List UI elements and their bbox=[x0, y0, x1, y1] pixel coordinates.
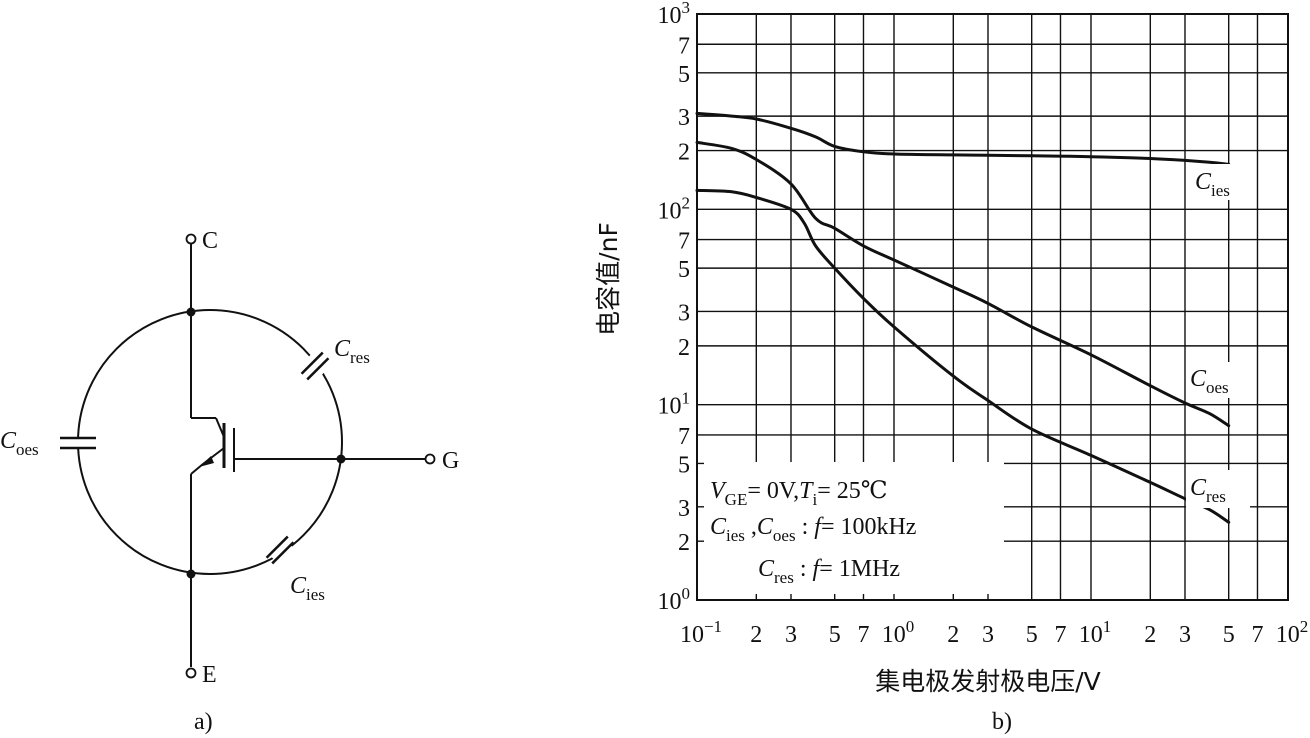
curve-label-oes: Coes bbox=[1190, 366, 1229, 397]
curve-label-oes-bg bbox=[1186, 362, 1250, 398]
y-tick-label-0: 100 bbox=[658, 584, 691, 615]
series-line-c-res bbox=[695, 188, 1231, 524]
x-tick-label-1: 2 bbox=[750, 622, 762, 648]
plot-frame bbox=[696, 13, 1289, 601]
terminal-gate-icon bbox=[424, 453, 436, 465]
panel-a-caption: a) bbox=[194, 709, 213, 735]
x-tick-label-2: 3 bbox=[785, 622, 797, 648]
series-line-c-oes bbox=[695, 140, 1231, 428]
y-tick-label-6: 2 bbox=[678, 335, 690, 361]
y-tick-label-10: 102 bbox=[658, 193, 691, 224]
y-tick-label-7: 3 bbox=[678, 300, 690, 326]
y-tick-label-8: 5 bbox=[678, 257, 690, 283]
series-lines bbox=[695, 111, 1231, 524]
series-line-c-ies bbox=[695, 111, 1231, 166]
x-tick-label-3: 5 bbox=[829, 622, 841, 648]
capacitor-ies-label: Cies bbox=[290, 573, 325, 604]
tick-labels: 10−1 2 3 5 7 100 2 3 5 7 101 2 3 5 7 102100235710123571… bbox=[658, 0, 1309, 648]
terminal-collector-icon bbox=[185, 233, 197, 245]
capacitor-ies-gap bbox=[261, 531, 299, 569]
x-tick-label-0: 10−1 bbox=[680, 617, 722, 648]
capacitor-res-plate-2 bbox=[306, 357, 330, 381]
terminal-emitter-icon bbox=[185, 667, 197, 679]
x-tick-label-7: 3 bbox=[982, 622, 994, 648]
capacitor-res-gap bbox=[296, 347, 334, 385]
condition-line-1: VGE= 0V,Ti= 25℃ bbox=[710, 478, 888, 509]
x-tick-label-11: 2 bbox=[1144, 622, 1156, 648]
condition-line-3: Cres : f= 1MHz bbox=[758, 556, 900, 587]
y-tick-label-1: 2 bbox=[678, 530, 690, 556]
connection-circle bbox=[77, 309, 343, 575]
y-tick-label-3: 5 bbox=[678, 452, 690, 478]
x-tick-label-14: 7 bbox=[1251, 622, 1263, 648]
junction-dot-emitter bbox=[186, 569, 196, 579]
curve-label-ies-bg bbox=[1190, 164, 1252, 200]
x-tick-label-12: 3 bbox=[1179, 622, 1191, 648]
x-tick-label-15: 102 bbox=[1276, 617, 1309, 648]
capacitor-oes-label: Coes bbox=[0, 428, 39, 459]
y-tick-label-13: 5 bbox=[678, 62, 690, 88]
terminal-label-g: G bbox=[442, 448, 459, 474]
curve-label-res-bg bbox=[1186, 470, 1250, 508]
capacitor-ies-plate-1 bbox=[265, 535, 289, 559]
y-tick-label-4: 7 bbox=[678, 424, 690, 450]
y-axis-label: 电容值/nF bbox=[594, 222, 623, 336]
curve-label-res: Cres bbox=[1190, 475, 1226, 506]
capacitor-res-plate-1 bbox=[300, 351, 324, 375]
x-tick-label-5: 100 bbox=[882, 617, 915, 648]
junction-dot-collector bbox=[186, 307, 196, 317]
x-tick-label-9: 7 bbox=[1054, 622, 1066, 648]
y-tick-label-5: 101 bbox=[658, 389, 691, 420]
x-tick-label-10: 101 bbox=[1079, 617, 1112, 648]
capacitor-res-label: Cres bbox=[334, 336, 370, 367]
x-tick-label-6: 2 bbox=[947, 622, 959, 648]
x-tick-label-4: 7 bbox=[857, 622, 869, 648]
y-tick-label-12: 3 bbox=[678, 105, 690, 131]
capacitance-chart: 10−1 2 3 5 7 100 2 3 5 7 101 2 3 5 7 102100235710123571… bbox=[594, 0, 1308, 735]
capacitor-ies-plate-2 bbox=[271, 541, 295, 565]
junction-dot-gate bbox=[336, 454, 346, 464]
y-tick-label-9: 7 bbox=[678, 229, 690, 255]
conditions-box bbox=[704, 462, 1004, 594]
y-tick-label-2: 3 bbox=[678, 496, 690, 522]
capacitor-oes-gap bbox=[69, 438, 93, 448]
x-axis-label: 集电极发射极电压/V bbox=[875, 667, 1101, 696]
x-tick-label-8: 5 bbox=[1026, 622, 1038, 648]
curve-label-ies: Cies bbox=[1195, 169, 1230, 200]
panel-b-caption: b) bbox=[992, 709, 1012, 735]
y-tick-label-11: 2 bbox=[678, 140, 690, 166]
circuit-diagram: C G E Cres Coes Cies a) bbox=[0, 228, 459, 735]
y-tick-label-15: 103 bbox=[658, 0, 691, 29]
terminal-label-c: C bbox=[202, 228, 218, 254]
condition-line-2: Cies ,Coes : f= 100kHz bbox=[710, 514, 916, 545]
x-tick-label-13: 5 bbox=[1223, 622, 1235, 648]
emitter-bend bbox=[190, 463, 204, 475]
terminal-label-e: E bbox=[202, 662, 217, 688]
y-tick-label-14: 7 bbox=[678, 33, 690, 59]
